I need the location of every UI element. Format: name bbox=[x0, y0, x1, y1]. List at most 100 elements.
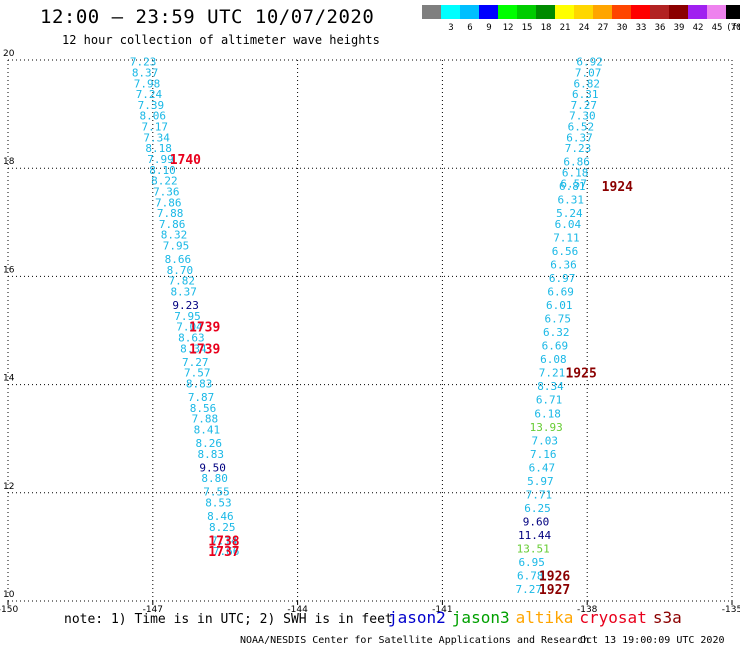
y-tick-label: 16 bbox=[3, 265, 15, 275]
wave-height-value: 9.23 bbox=[172, 299, 199, 312]
scale-swatch bbox=[479, 5, 498, 19]
wave-height-value: 8.25 bbox=[209, 521, 236, 534]
wave-height-value: 7.82 bbox=[169, 275, 196, 288]
wave-height-value: 9.60 bbox=[523, 515, 550, 528]
wave-height-value: 7.36 bbox=[153, 185, 180, 198]
wave-height-value: 7.98 bbox=[134, 77, 161, 90]
wave-height-value: 7.95 bbox=[174, 310, 201, 323]
wave-height-value: 8.32 bbox=[161, 229, 188, 242]
wave-height-value: 6.86 bbox=[563, 156, 590, 169]
scale-label: 36 bbox=[654, 23, 666, 33]
scale-label: 45 bbox=[711, 23, 723, 33]
wave-height-value: 6.75 bbox=[545, 313, 572, 326]
wave-height-value: 7.21 bbox=[539, 367, 566, 380]
x-tick-label: -150 bbox=[0, 605, 18, 615]
wave-height-value: 7.39 bbox=[138, 99, 165, 112]
wave-height-value: 6.47 bbox=[529, 461, 556, 474]
scale-swatch bbox=[536, 5, 555, 19]
wave-height-value: 6.95 bbox=[518, 556, 545, 569]
x-tick-label: -135 bbox=[722, 605, 740, 615]
wave-height-value: 6.82 bbox=[573, 77, 600, 90]
y-tick-label: 20 bbox=[3, 49, 15, 59]
chart-subtitle: 12 hour collection of altimeter wave hei… bbox=[62, 33, 380, 47]
wave-height-value: 6.71 bbox=[536, 394, 563, 407]
scale-swatch bbox=[612, 5, 631, 19]
pass-time-label: 1740 bbox=[170, 153, 201, 168]
scale-swatch bbox=[726, 5, 740, 19]
y-tick-label: 12 bbox=[3, 482, 14, 492]
wave-height-value: 7.88 bbox=[192, 413, 219, 426]
wave-height-value: 8.63 bbox=[178, 332, 205, 345]
scale-label: 70 bbox=[730, 23, 740, 33]
wave-height-value: 6.81 bbox=[559, 180, 586, 193]
wave-height-value: 7.34 bbox=[143, 131, 170, 144]
wave-height-value: 8.06 bbox=[140, 110, 167, 123]
wave-height-value: 7.27 bbox=[182, 356, 209, 369]
scale-label: 27 bbox=[597, 23, 609, 33]
wave-height-value: 6.78 bbox=[517, 570, 544, 583]
wave-height-value: 8.34 bbox=[537, 380, 564, 393]
wave-height-value: 5.97 bbox=[527, 475, 554, 488]
y-tick-label: 18 bbox=[3, 157, 15, 167]
scale-label: 9 bbox=[486, 23, 492, 33]
wave-height-value: 6.01 bbox=[546, 299, 573, 312]
wave-height-value: 6.92 bbox=[576, 56, 603, 69]
satellite-legend-jason3: jason3 bbox=[451, 608, 510, 627]
wave-height-value: 6.31 bbox=[558, 194, 585, 207]
wave-height-value: 8.53 bbox=[205, 497, 232, 510]
scale-swatch bbox=[422, 5, 441, 19]
wave-height-value: 7.03 bbox=[531, 434, 558, 447]
scale-swatch bbox=[517, 5, 536, 19]
pass-time-label: 1927 bbox=[539, 583, 570, 598]
wave-height-value: 6.56 bbox=[552, 245, 579, 258]
wave-height-value: 7.57 bbox=[184, 367, 211, 380]
satellite-legend-altika: altika bbox=[515, 608, 574, 627]
scale-swatch bbox=[707, 5, 726, 19]
scale-swatch bbox=[441, 5, 460, 19]
footer-credit: NOAA/NESDIS Center for Satellite Applica… bbox=[240, 635, 590, 646]
wave-height-value: 8.22 bbox=[151, 175, 178, 188]
scale-label: 6 bbox=[467, 23, 473, 33]
wave-height-value: 8.26 bbox=[196, 437, 223, 450]
scale-label: 3 bbox=[448, 23, 454, 33]
scale-swatch bbox=[574, 5, 593, 19]
wave-height-value: 7.27 bbox=[516, 583, 543, 596]
satellite-legend-jason2: jason2 bbox=[388, 608, 446, 627]
wave-height-value: 7.24 bbox=[136, 88, 163, 101]
wave-height-value: 8.66 bbox=[165, 253, 192, 266]
scale-unit: (ft) bbox=[726, 23, 740, 33]
wave-height-value: 8.46 bbox=[207, 510, 234, 523]
wave-height-value: 7.16 bbox=[530, 448, 557, 461]
footer-note: note: 1) Time is in UTC; 2) SWH is in fe… bbox=[64, 612, 393, 627]
wave-height-value: 8.83 bbox=[197, 448, 224, 461]
scale-swatch bbox=[650, 5, 669, 19]
wave-height-value: 8.80 bbox=[201, 472, 228, 485]
wave-height-value: 7.86 bbox=[159, 218, 186, 231]
scale-swatch bbox=[631, 5, 650, 19]
y-tick-label: 14 bbox=[3, 374, 15, 384]
wave-height-value: 6.69 bbox=[542, 340, 569, 353]
scale-swatch bbox=[669, 5, 688, 19]
pass-time-label: 1739 bbox=[189, 342, 220, 357]
y-tick-label: 10 bbox=[3, 590, 15, 600]
scale-label: 30 bbox=[616, 23, 628, 33]
wave-height-value: 8.18 bbox=[145, 142, 172, 155]
wave-height-value: 8.70 bbox=[167, 264, 194, 277]
wave-height-value: 6.32 bbox=[543, 326, 570, 339]
wave-height-value: 6.04 bbox=[555, 218, 582, 231]
wave-height-value: 9.50 bbox=[199, 461, 226, 474]
wave-height-value: 8.37 bbox=[132, 66, 159, 79]
wave-height-value: 7.95 bbox=[163, 240, 190, 253]
wave-height-value: 6.97 bbox=[549, 272, 576, 285]
wave-height-value: 7.23 bbox=[565, 142, 592, 155]
wave-height-value: 7.86 bbox=[155, 196, 182, 209]
wave-height-value: 7.30 bbox=[569, 110, 596, 123]
wave-height-value: 7.99 bbox=[147, 153, 174, 166]
scale-label: 15 bbox=[521, 23, 533, 33]
wave-height-value: 13.93 bbox=[530, 421, 563, 434]
wave-height-value: 7.55 bbox=[203, 486, 230, 499]
pass-time-label: 1737 bbox=[208, 545, 239, 560]
wave-height-value: 7.23 bbox=[130, 56, 157, 69]
wave-height-value: 6.69 bbox=[547, 286, 574, 299]
